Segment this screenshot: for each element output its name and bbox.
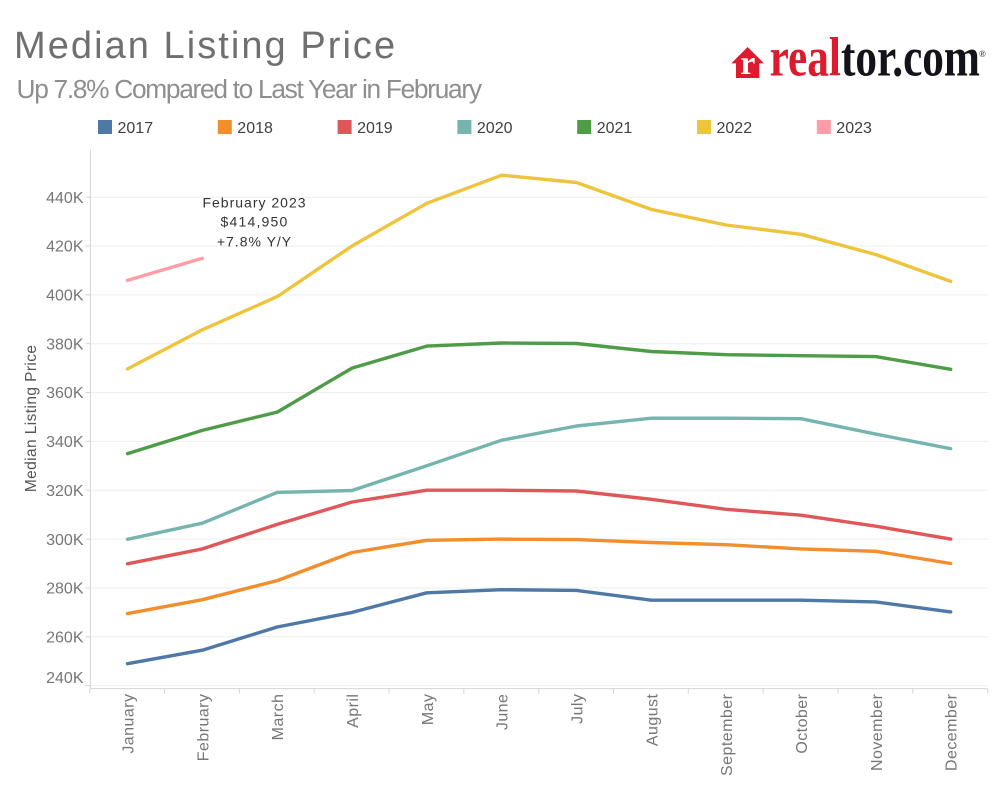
svg-text:$414,950: $414,950 [221,214,289,230]
svg-text:260K: 260K [46,630,84,647]
svg-text:300K: 300K [46,532,84,549]
svg-text:420K: 420K [46,239,84,256]
svg-text:2023: 2023 [836,120,872,137]
svg-text:February: February [195,694,212,762]
svg-text:2019: 2019 [357,120,393,137]
svg-text:2017: 2017 [118,120,154,137]
svg-text:December: December [944,693,961,771]
svg-text:realtor.com: realtor.com [770,35,980,88]
svg-text:April: April [345,694,362,728]
svg-text:2021: 2021 [597,120,633,137]
svg-text:Median Listing Price: Median Listing Price [23,345,40,493]
svg-text:400K: 400K [46,288,84,305]
svg-text:May: May [420,694,437,726]
svg-text:2018: 2018 [237,120,273,137]
svg-text:September: September [719,693,736,776]
svg-text:August: August [644,693,661,746]
svg-text:240K: 240K [46,670,84,687]
svg-text:+7.8% Y/Y: +7.8% Y/Y [217,233,292,249]
svg-text:March: March [270,694,287,741]
svg-text:320K: 320K [46,483,84,500]
svg-text:r: r [740,45,755,82]
svg-text:380K: 380K [46,336,84,353]
svg-text:®: ® [979,49,986,59]
svg-text:November: November [869,693,886,771]
svg-text:340K: 340K [46,434,84,451]
svg-text:440K: 440K [46,190,84,207]
svg-text:2022: 2022 [717,120,753,137]
svg-text:October: October [794,693,811,753]
svg-text:July: July [570,694,587,724]
svg-text:June: June [495,694,512,731]
svg-text:360K: 360K [46,385,84,402]
svg-text:February 2023: February 2023 [202,195,306,211]
svg-text:2020: 2020 [477,120,513,137]
svg-text:280K: 280K [46,581,84,598]
svg-text:January: January [121,694,138,754]
